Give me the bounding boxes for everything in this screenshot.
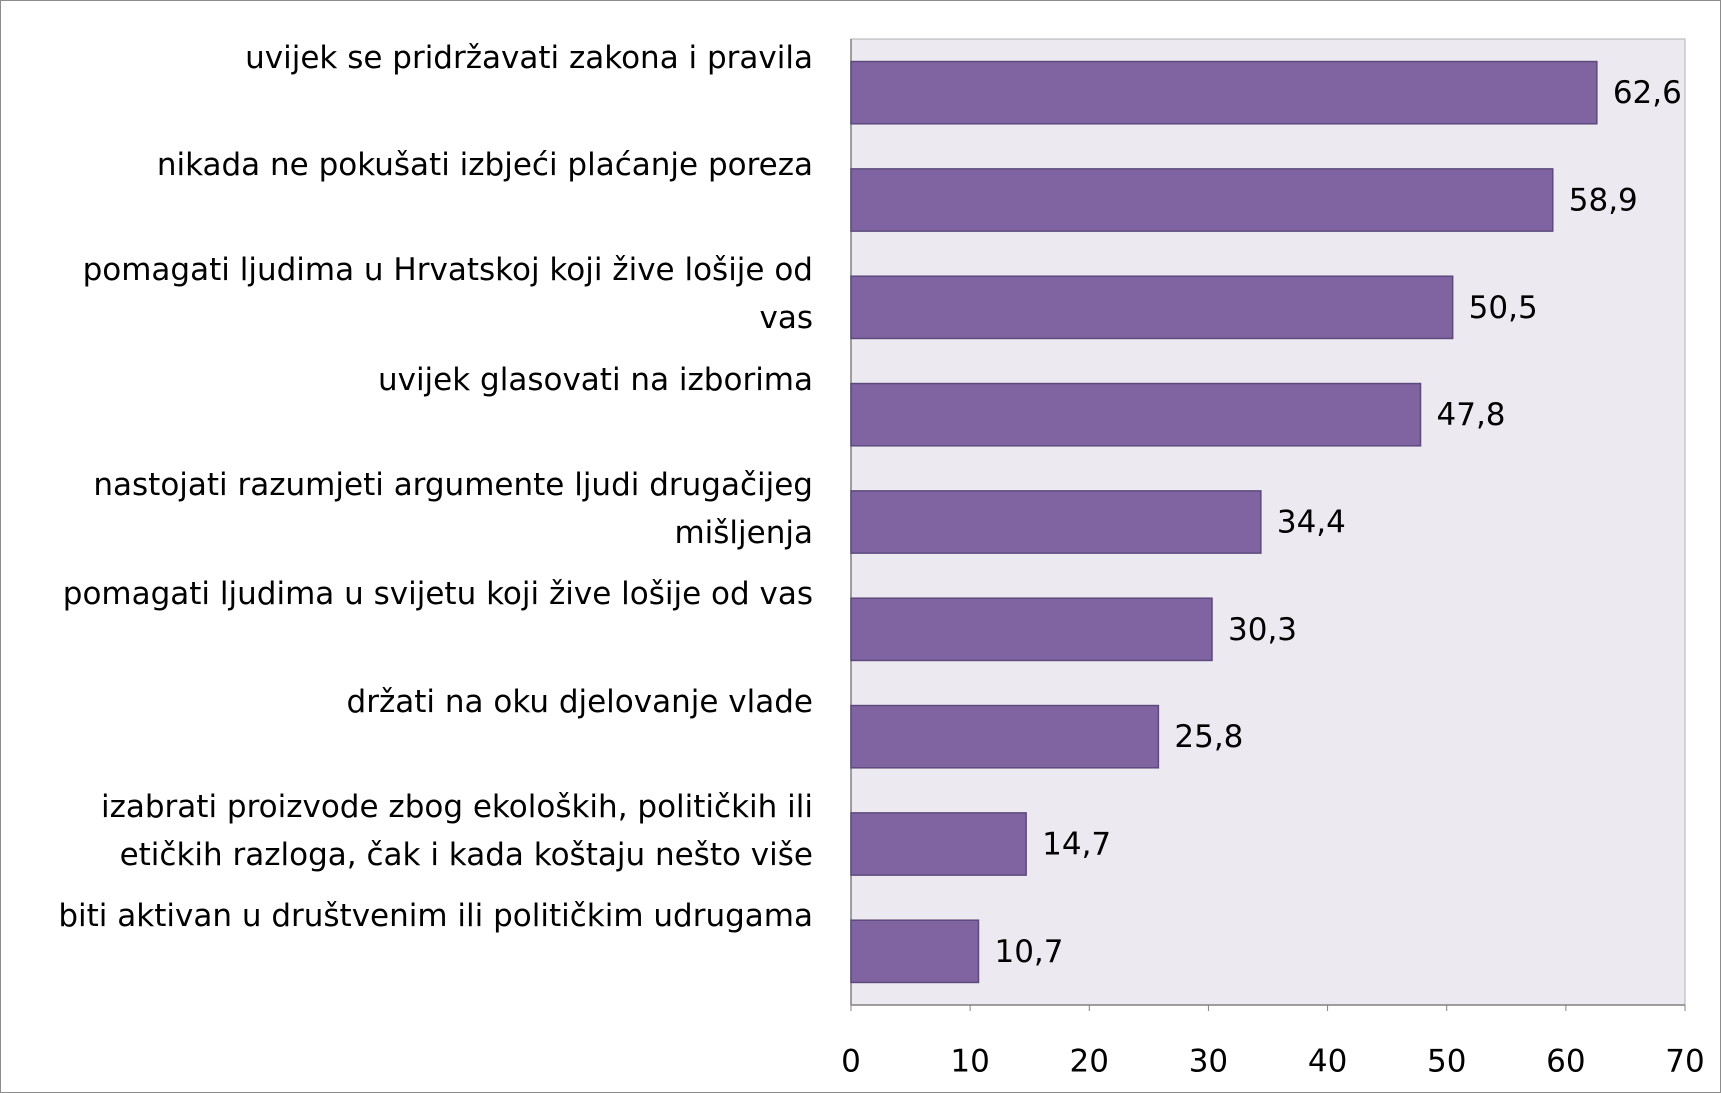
value-label: 58,9 — [1569, 183, 1638, 219]
bar — [850, 704, 1160, 769]
bar — [850, 382, 1422, 447]
bar — [850, 275, 1454, 340]
category-label: izabrati proizvode zbog ekoloških, polit… — [100, 788, 813, 873]
x-tick-label: 40 — [1308, 1044, 1347, 1080]
bar — [850, 490, 1262, 554]
bar — [850, 60, 1598, 125]
value-label: 62,6 — [1613, 75, 1682, 111]
bar — [850, 597, 1213, 662]
value-label: 14,7 — [1042, 827, 1111, 863]
x-tick-label: 10 — [950, 1044, 989, 1080]
category-label: uvijek glasovati na izborima — [377, 361, 813, 398]
x-tick-label: 0 — [841, 1044, 861, 1080]
x-tick-label: 20 — [1070, 1044, 1109, 1080]
category-label: držati na oku djelovanje vlade — [346, 683, 813, 720]
category-label: pomagati ljudima u Hrvatskoj koji žive l… — [82, 252, 813, 337]
x-tick-label: 60 — [1546, 1044, 1585, 1080]
bar — [850, 812, 1027, 876]
x-tick-label: 70 — [1665, 1044, 1704, 1080]
bar — [850, 919, 980, 984]
value-label: 34,4 — [1277, 505, 1346, 541]
value-label: 25,8 — [1174, 719, 1243, 755]
category-label: pomagati ljudima u svijetu koji žive loš… — [62, 576, 813, 613]
category-label: nikada ne pokušati izbjeći plaćanje pore… — [156, 146, 813, 183]
value-label: 50,5 — [1469, 290, 1538, 326]
bar — [850, 168, 1554, 232]
category-label: biti aktivan u društvenim ili političkim… — [58, 898, 813, 935]
category-label: nastojati razumjeti argumente ljudi drug… — [93, 466, 813, 551]
value-label: 10,7 — [994, 934, 1063, 970]
x-tick-label: 30 — [1189, 1044, 1228, 1080]
category-label: uvijek se pridržavati zakona i pravila — [245, 39, 813, 76]
x-tick-label: 50 — [1427, 1044, 1466, 1080]
value-label: 47,8 — [1437, 397, 1506, 433]
value-label: 30,3 — [1228, 612, 1297, 648]
